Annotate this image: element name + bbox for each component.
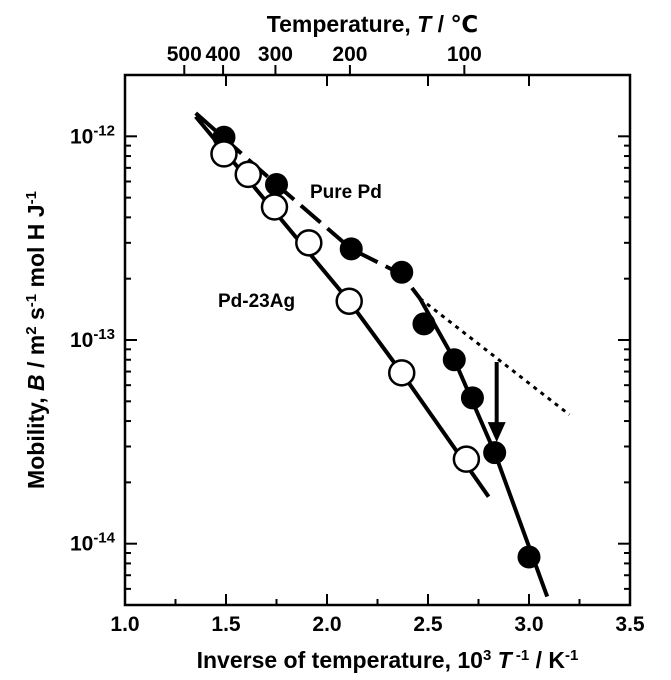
- data-point-pure-pd: [483, 441, 507, 465]
- top-tick-label: 100: [447, 43, 482, 66]
- data-point-pd-23ag: [335, 287, 363, 315]
- data-markers-layer: [210, 125, 541, 569]
- data-point-pure-pd: [390, 260, 414, 284]
- data-point-pd-23ag: [387, 359, 416, 387]
- axes-layer: 1.0 1.5 2.0 2.5 3.0 3.5 10-14 10-13 10-12 500 400 3…: [23, 11, 645, 673]
- data-point-pure-pd: [339, 237, 363, 261]
- x-axis-title: Inverse of temperature, 103 T -1 / K-1: [197, 647, 579, 674]
- data-point-pure-pd: [265, 173, 288, 197]
- x-tick-label: 2.0: [312, 613, 341, 636]
- top-tick-label: 300: [258, 43, 293, 66]
- top-tick-label: 400: [206, 43, 241, 66]
- transition-arrow-head: [487, 422, 506, 443]
- top-tick-label: 200: [332, 43, 367, 66]
- top-axis-title: Temperature, T / ℃: [267, 11, 479, 37]
- x-tick-label: 1.5: [211, 613, 241, 636]
- data-point-pd-23ag: [234, 160, 262, 189]
- data-point-pure-pd: [517, 545, 541, 569]
- x-tick-label: 3.5: [615, 613, 645, 636]
- data-point-pd-23ag: [260, 193, 289, 221]
- y-tick-label: 10-12: [70, 122, 115, 149]
- labels-layer: Pure Pd Pd-23Ag: [218, 182, 382, 312]
- top-tick-label: 500: [167, 43, 202, 66]
- data-point-pd-23ag: [452, 445, 481, 473]
- data-point-pure-pd: [442, 348, 466, 372]
- series-label-pure-pd: Pure Pd: [310, 182, 382, 203]
- x-tick-label: 2.5: [413, 613, 443, 636]
- x-tick-label: 1.0: [110, 613, 139, 636]
- y-axis-title: Mobility, B / m2 s-1 mol H J-1: [23, 191, 50, 489]
- data-point-pure-pd: [412, 312, 436, 336]
- data-point-pd-23ag: [295, 229, 323, 257]
- x-tick-label: 3.0: [514, 613, 543, 636]
- series-label-pd-23ag: Pd-23Ag: [218, 291, 295, 312]
- fit-line-dashed: [194, 111, 422, 300]
- data-point-pure-pd: [460, 386, 484, 410]
- y-tick-label: 10-14: [70, 529, 116, 556]
- y-tick-label: 10-13: [70, 326, 115, 353]
- data-point-pd-23ag: [210, 140, 238, 168]
- fit-line-dotted: [418, 297, 571, 416]
